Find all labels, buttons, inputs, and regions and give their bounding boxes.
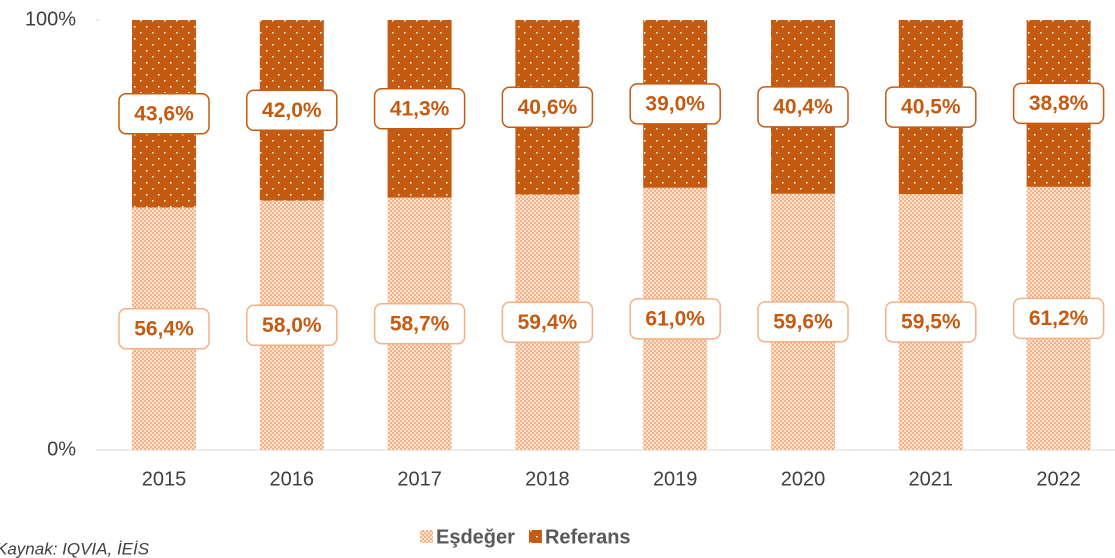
value-label-box: [1012, 82, 1105, 125]
y-tick-label: 0%: [47, 438, 76, 460]
legend-swatch: [420, 530, 433, 543]
x-tick-label: 2022: [1036, 468, 1081, 490]
value-label-box: [373, 303, 466, 345]
value-label: 42,0%: [262, 99, 322, 122]
legend-label: Eşdeğer: [436, 526, 515, 548]
value-label-box: [246, 89, 338, 132]
value-label: 58,7%: [390, 312, 450, 335]
value-label-box: [885, 86, 977, 128]
value-label-box: [118, 307, 210, 350]
value-label: 43,6%: [134, 102, 194, 125]
x-tick-label: 2019: [653, 468, 698, 490]
value-label: 38,8%: [1029, 92, 1089, 115]
value-label-box: [629, 83, 721, 125]
legend-swatch: [528, 530, 542, 543]
value-label-box: [246, 304, 338, 347]
value-label: 41,3%: [390, 97, 450, 120]
value-label-box: [1012, 297, 1105, 340]
value-label: 56,4%: [134, 317, 194, 340]
legend-label: Referans: [545, 526, 631, 548]
value-label: 61,2%: [1029, 307, 1089, 330]
value-label: 40,4%: [773, 95, 833, 118]
value-label-box: [373, 88, 466, 130]
value-label-box: [885, 301, 977, 343]
value-label: 58,0%: [262, 314, 322, 337]
value-label: 59,6%: [773, 310, 833, 333]
x-tick-label: 2018: [525, 468, 570, 490]
x-tick-label: 2015: [142, 468, 187, 490]
value-label: 61,0%: [645, 307, 705, 330]
value-label-box: [501, 301, 594, 344]
source-note: Kaynak: IQVIA, İEİS: [0, 539, 150, 558]
value-label: 59,5%: [901, 311, 961, 334]
value-label-box: [118, 92, 210, 135]
value-label-box: [501, 86, 594, 129]
value-label: 40,5%: [901, 96, 961, 119]
value-label: 59,4%: [518, 311, 578, 334]
value-label: 40,6%: [518, 96, 578, 119]
value-label-box: [757, 86, 849, 128]
y-tick-label: 100%: [25, 8, 76, 30]
x-tick-label: 2017: [397, 468, 442, 490]
value-label: 39,0%: [645, 92, 705, 115]
value-label-box: [629, 298, 721, 340]
value-label-box: [757, 301, 849, 343]
x-tick-label: 2021: [909, 468, 954, 490]
x-tick-label: 2016: [270, 468, 315, 490]
x-tick-label: 2020: [781, 468, 826, 490]
